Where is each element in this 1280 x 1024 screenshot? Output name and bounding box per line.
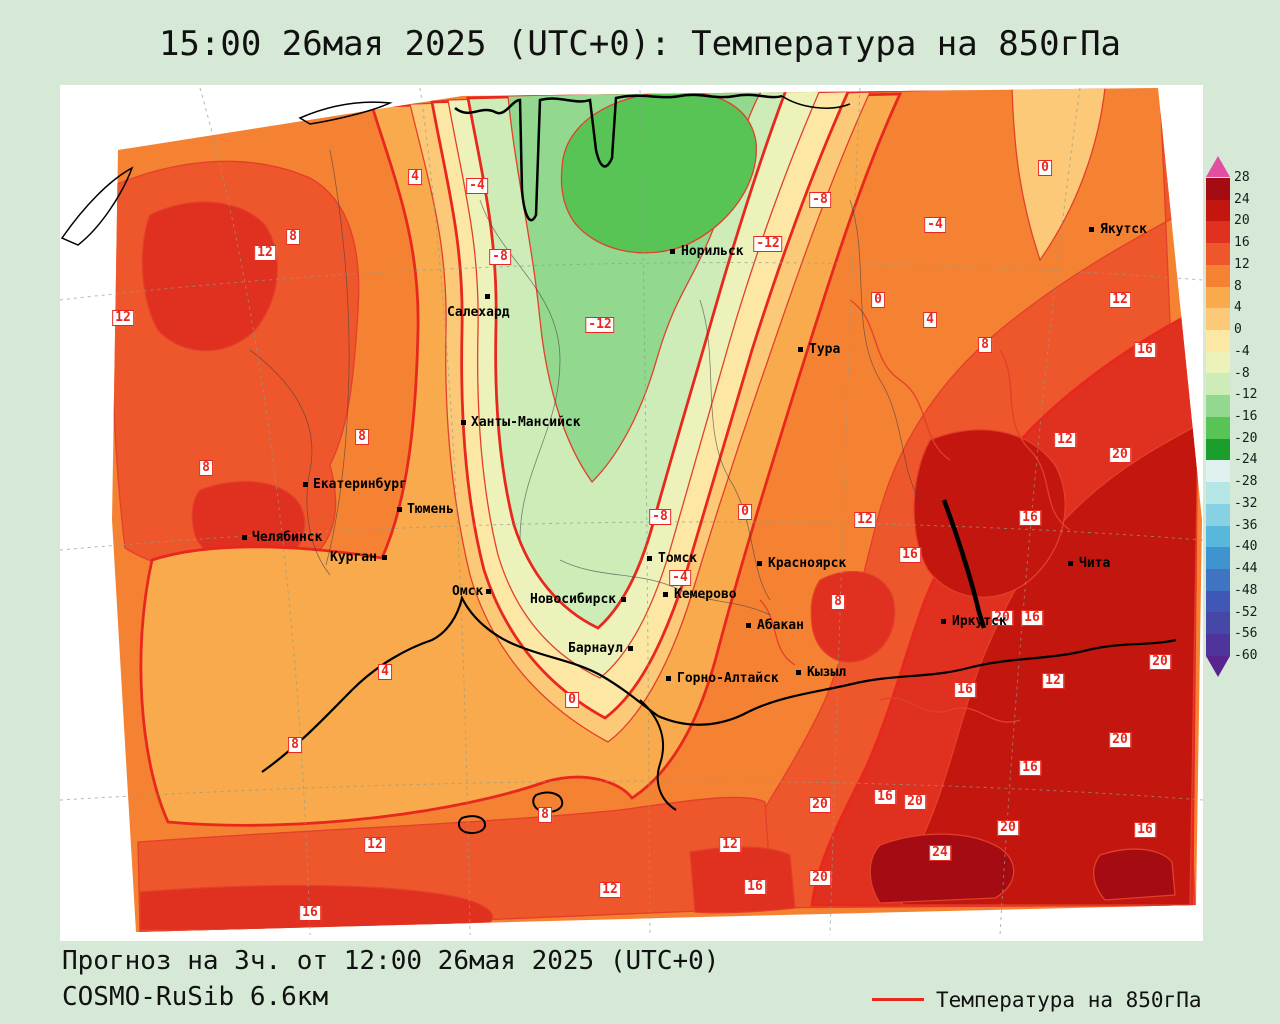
colorbar-tick-label: 24 xyxy=(1234,191,1250,207)
colorbar-tick-label: -12 xyxy=(1234,387,1258,403)
colorbar-cell xyxy=(1206,460,1230,483)
colorbar-cell xyxy=(1206,438,1230,461)
page-title: 15:00 26мая 2025 (UTC+0): Температура на… xyxy=(158,24,1122,64)
legend-line-sample xyxy=(872,998,924,1001)
colorbar-tick-label: -44 xyxy=(1234,561,1258,577)
colorbar-tick-label: -4 xyxy=(1234,343,1250,359)
colorbar-tick-label: 0 xyxy=(1234,322,1242,338)
temp-region-east-24a xyxy=(869,833,1015,904)
graticule-lines xyxy=(60,87,1203,936)
colorbar-cell xyxy=(1206,503,1230,526)
lake-baikal xyxy=(941,499,987,629)
minor-contours xyxy=(759,299,1071,723)
temp-region-west-16a xyxy=(141,201,278,352)
colorbar-tick-label: -48 xyxy=(1234,582,1258,598)
colorbar-cell xyxy=(1206,395,1230,417)
temp-region-south-16b xyxy=(689,846,796,914)
temp-region-ne-0-4 xyxy=(1011,88,1106,262)
colorbar-tick-label: -16 xyxy=(1234,409,1258,424)
colorbar-cell xyxy=(1206,199,1230,222)
colorbar-cell xyxy=(1206,308,1230,331)
colorbar-cell xyxy=(1206,221,1230,244)
colorbar-cell xyxy=(1206,264,1230,287)
colorbar-tick-label: -28 xyxy=(1234,474,1258,490)
colorbar-cell xyxy=(1206,568,1230,591)
colorbar-tick-label: -8 xyxy=(1234,365,1250,381)
model-info-line: COSMO-RuSib 6.6км xyxy=(62,982,329,1012)
colorbar-tick-label: -20 xyxy=(1234,430,1258,446)
temp-region-m20-m16 xyxy=(560,90,757,254)
colorbar-tick-label: -56 xyxy=(1234,626,1258,642)
colorbar-cell xyxy=(1206,590,1230,613)
colorbar-tick-label: 4 xyxy=(1234,300,1242,316)
colorbar-tick-label: 20 xyxy=(1234,213,1250,229)
colorbar-tick-label: 8 xyxy=(1234,278,1242,294)
colorbar-cell xyxy=(1206,286,1230,309)
lakes xyxy=(457,791,564,834)
colorbar-cell xyxy=(1206,373,1230,396)
colorbar-tick-label: -40 xyxy=(1234,539,1258,555)
colorbar-cell xyxy=(1206,634,1230,656)
colorbar-labels: 28 24 20 16 12 8 4 0 -4 -8 -12 -16 -20 -24 -28 -32 -36 -4… xyxy=(1234,171,1278,663)
forecast-info-line: Прогноз на 3ч. от 12:00 26мая 2025 (UTC+… xyxy=(62,946,720,976)
temp-region-east-24b xyxy=(1093,848,1176,901)
colorbar-tick-label: 12 xyxy=(1234,256,1250,272)
admin-boundaries xyxy=(249,149,921,616)
colorbar-tick-label: 16 xyxy=(1234,235,1250,251)
colorbar-arrow-above-scale xyxy=(1206,156,1230,177)
colorbar-tick-label: -36 xyxy=(1234,517,1258,533)
colorbar-arrow-below-scale xyxy=(1206,656,1230,677)
colorbar-cell xyxy=(1206,525,1230,548)
colorbar-cell xyxy=(1206,416,1230,439)
coastlines xyxy=(60,93,851,246)
legend-label: Температура на 850гПа xyxy=(936,988,1202,1012)
colorbar-tick-label: -32 xyxy=(1234,495,1258,511)
colorbar-cell xyxy=(1206,243,1230,265)
colorbar-cell xyxy=(1206,612,1230,635)
colorbar-tick-label: -60 xyxy=(1234,648,1258,663)
colorbar-cell xyxy=(1206,351,1230,374)
colorbar-cell xyxy=(1206,482,1230,504)
country-borders xyxy=(261,594,1177,811)
colorbar-tick-label: 28 xyxy=(1234,170,1250,185)
temperature-colorbar xyxy=(1206,178,1230,656)
colorbar-cell xyxy=(1206,547,1230,569)
colorbar-tick-label: -24 xyxy=(1234,452,1258,468)
colorbar-cell xyxy=(1206,330,1230,352)
colorbar-cell xyxy=(1206,178,1230,200)
colorbar-tick-label: -52 xyxy=(1234,604,1258,620)
